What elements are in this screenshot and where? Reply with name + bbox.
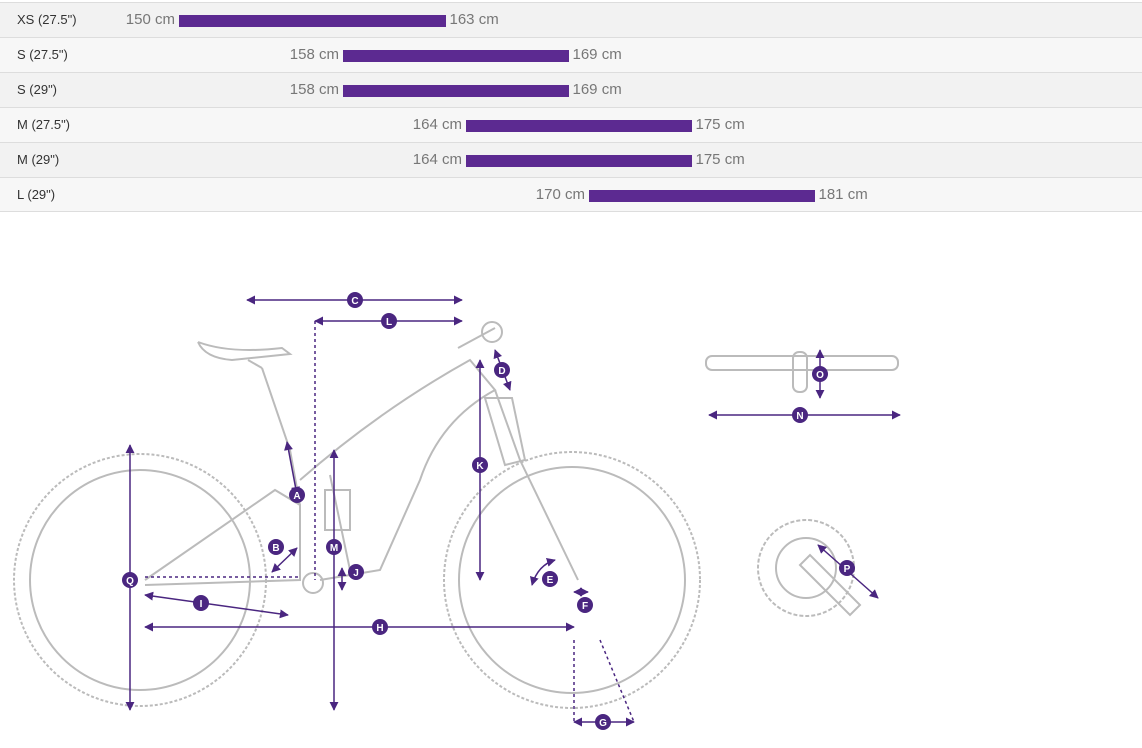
geometry-diagram: A B C D E F G H I J K L M N O P Q [13, 292, 901, 730]
range-min-label: 170 cm [535, 186, 585, 203]
marker-m [326, 539, 342, 555]
range-min-label: 164 cm [412, 116, 462, 133]
marker-j-label: J [353, 568, 359, 579]
marker-c [347, 292, 363, 308]
size-label: M (29") [17, 152, 60, 167]
range-max-label: 169 cm [572, 46, 622, 63]
size-label: L (29") [17, 187, 56, 202]
range-max-label: 175 cm [695, 151, 745, 168]
rear-wheel [13, 453, 267, 707]
cockpit-outline [705, 351, 899, 617]
headset [481, 321, 503, 343]
size-label: M (27.5") [17, 117, 71, 132]
marker-h [372, 619, 388, 635]
front-wheel [443, 451, 701, 709]
front-rim [458, 466, 686, 694]
size-row-l-29: L (29") 170 cm 181 cm [0, 177, 1142, 212]
height-range-bar [589, 190, 815, 202]
range-max-label: 169 cm [572, 81, 622, 98]
marker-d-label: D [498, 366, 505, 377]
height-range-bar [466, 155, 692, 167]
marker-l [381, 313, 397, 329]
marker-o-label: O [816, 370, 824, 381]
frame-top-tube [299, 358, 497, 581]
range-min-label: 158 cm [289, 46, 339, 63]
marker-d [494, 362, 510, 378]
size-label: XS (27.5") [17, 12, 77, 27]
size-row-m-27-5: M (27.5") 164 cm 175 cm [0, 107, 1142, 142]
marker-f-label: F [582, 601, 588, 612]
marker-j [348, 564, 364, 580]
marker-a [289, 487, 305, 503]
marker-m-label: M [330, 543, 338, 554]
marker-o [812, 366, 828, 382]
fork-crown [483, 397, 527, 467]
marker-g [595, 714, 611, 730]
marker-b-label: B [272, 543, 279, 554]
marker-c-label: C [351, 296, 358, 307]
range-min-label: 164 cm [412, 151, 462, 168]
marker-p-label: P [844, 564, 851, 575]
marker-i-label: I [200, 599, 203, 610]
size-row-xs-27-5: XS (27.5") 150 cm 163 cm [0, 2, 1142, 37]
stem [457, 327, 496, 349]
height-range-bar [343, 50, 569, 62]
handlebar [705, 355, 899, 371]
dimension-arc-e [530, 557, 556, 586]
crank-inner-ring [775, 537, 837, 599]
saddle [197, 341, 293, 362]
seatpost [247, 359, 263, 369]
size-row-s-29: S (29") 158 cm 169 cm [0, 72, 1142, 107]
height-range-bar [466, 120, 692, 132]
handlebar-stem [792, 351, 808, 393]
swingarm [144, 488, 301, 586]
size-row-s-27-5: S (27.5") 158 cm 169 cm [0, 37, 1142, 72]
marker-f [577, 597, 593, 613]
bottom-bracket [302, 572, 324, 594]
marker-n-label: N [796, 411, 803, 422]
marker-q [122, 572, 138, 588]
size-label: S (27.5") [17, 47, 68, 62]
marker-g-label: G [599, 718, 607, 729]
range-max-label: 175 cm [695, 116, 745, 133]
marker-p [839, 560, 855, 576]
size-row-m-29: M (29") 164 cm 175 cm [0, 142, 1142, 177]
dimension-line-a [284, 441, 300, 496]
measurement-markers: A B C D E F G H I J K L M N O P Q [122, 292, 855, 730]
fork [494, 389, 579, 581]
marker-i [193, 595, 209, 611]
marker-k-label: K [476, 461, 484, 472]
height-range-bar [179, 15, 446, 27]
marker-l-label: L [386, 317, 392, 328]
range-min-label: 150 cm [125, 11, 175, 28]
marker-e-label: E [547, 575, 554, 586]
dimension-line-b [271, 547, 298, 573]
marker-a-label: A [293, 491, 300, 502]
range-max-label: 163 cm [449, 11, 499, 28]
marker-n [792, 407, 808, 423]
marker-e [542, 571, 558, 587]
size-label: S (29") [17, 82, 58, 97]
marker-b [268, 539, 284, 555]
dimension-line-i [144, 591, 289, 619]
range-min-label: 158 cm [289, 81, 339, 98]
height-range-bar [343, 85, 569, 97]
size-range-table: XS (27.5") 150 cm 163 cm S (27.5") 158 c… [0, 2, 1142, 212]
bike-outline [13, 321, 701, 709]
reference-line-g2 [599, 639, 635, 723]
marker-k [472, 457, 488, 473]
rear-rim [29, 469, 251, 691]
range-max-label: 181 cm [818, 186, 868, 203]
marker-q-label: Q [126, 576, 134, 587]
marker-h-label: H [376, 623, 383, 634]
